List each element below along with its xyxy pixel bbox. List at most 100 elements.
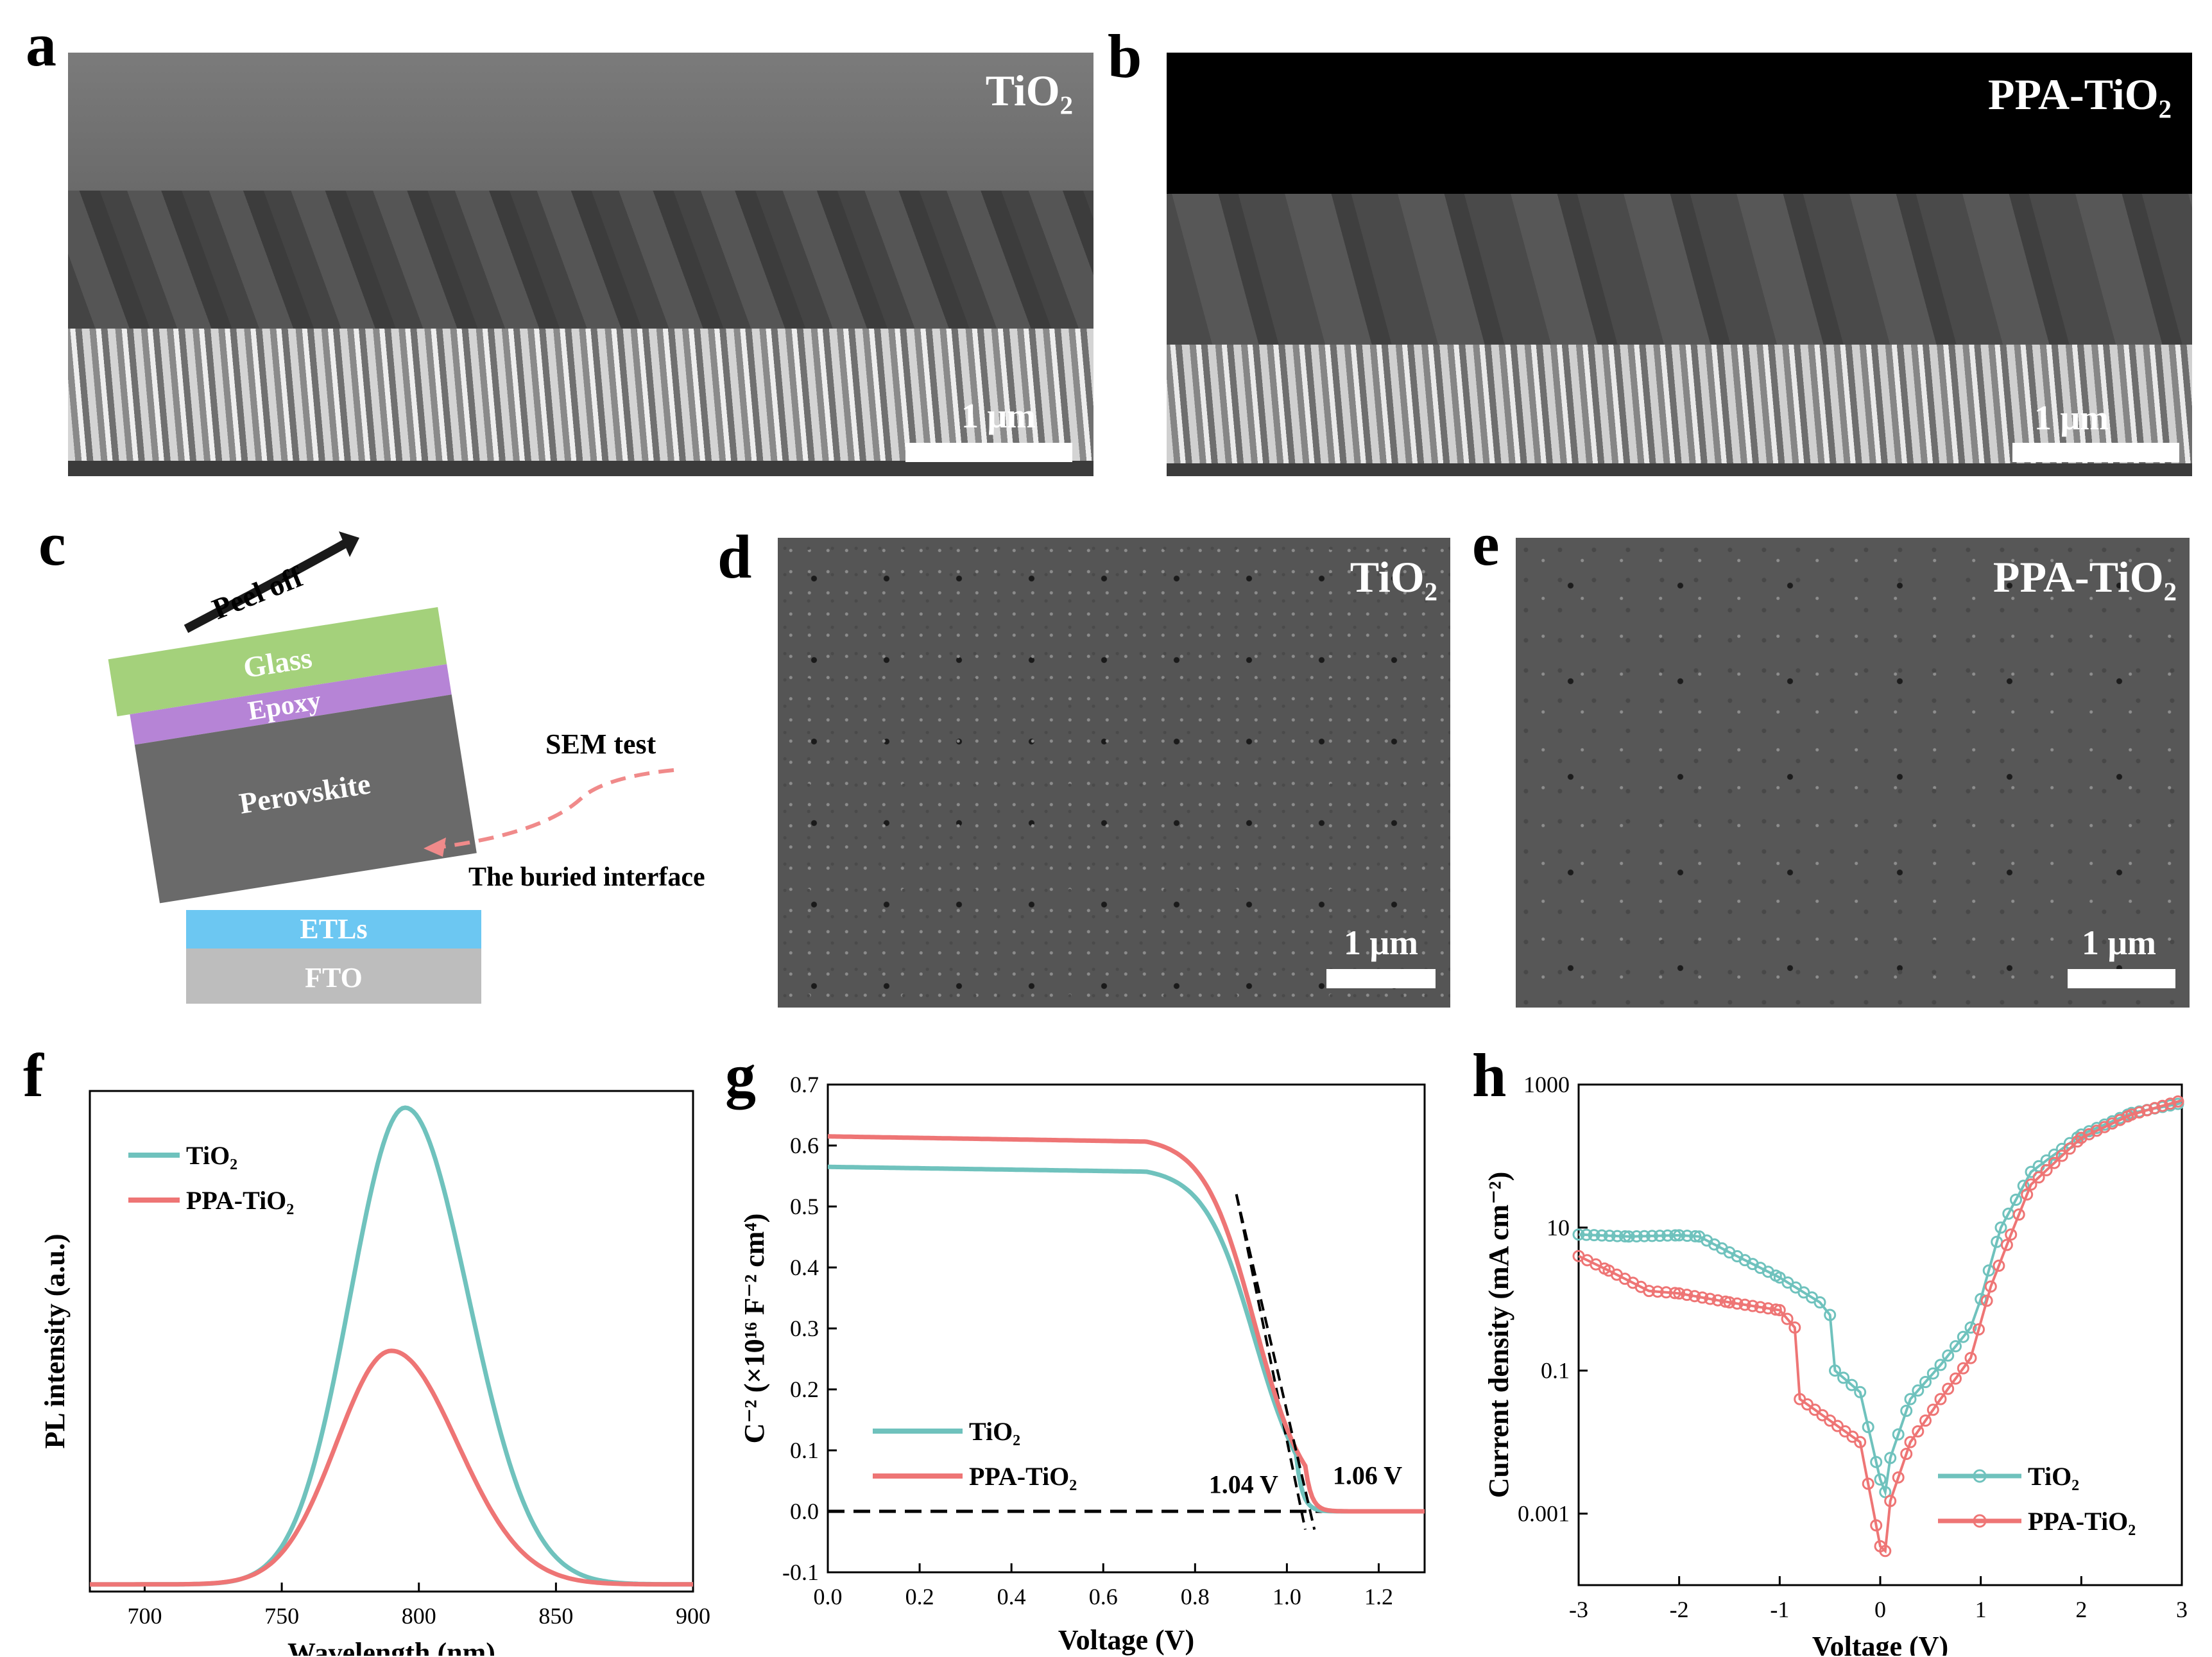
x-tick-label: 0.8 xyxy=(1181,1584,1210,1610)
y-axis-title: PL intensity (a.u.) xyxy=(39,1234,71,1449)
peel-off-label: Peel off xyxy=(207,560,307,626)
data-point-0 xyxy=(1846,1378,1858,1391)
chart-mott-schottky: 0.0 0.2 0.4 0.6 0.8 1.0 1.2-0.10.00.10.20.30.4… xyxy=(739,1072,1426,1656)
x-tick-label: 850 xyxy=(538,1603,573,1629)
data-point-1 xyxy=(2005,1228,2018,1241)
data-point-0 xyxy=(1950,1340,1962,1353)
sem-label: PPA-TiO₂ xyxy=(1993,553,2177,601)
data-point-0 xyxy=(1934,1359,1947,1371)
scale-bar-label: 1 μm xyxy=(2081,923,2157,962)
series-line-0 xyxy=(1578,1101,2182,1497)
x-tick-label: 750 xyxy=(264,1603,299,1629)
data-point-0 xyxy=(2048,1148,2061,1161)
glass-layer xyxy=(108,606,447,717)
data-point-1 xyxy=(2141,1104,2154,1117)
panel-letter-d: d xyxy=(717,522,752,591)
data-point-1 xyxy=(2156,1099,2169,1112)
peel-schematic: Peel off Glass Epoxy Perovskite ETLs FTO… xyxy=(108,531,705,1004)
data-point-1 xyxy=(2012,1208,2025,1221)
data-point-1 xyxy=(2133,1106,2146,1119)
data-point-1 xyxy=(2032,1171,2045,1184)
legend-label: PPA-TiO₂ xyxy=(186,1186,294,1215)
sem-label: TiO₂ xyxy=(985,66,1073,115)
data-point-1 xyxy=(2164,1097,2177,1110)
data-point-0 xyxy=(1964,1321,1977,1334)
data-point-0 xyxy=(1957,1330,1969,1343)
etl-label: ETLs xyxy=(300,913,367,945)
data-point-1 xyxy=(2148,1102,2161,1115)
data-point-1 xyxy=(2040,1163,2053,1176)
data-point-0 xyxy=(1942,1349,1955,1362)
fit-line-0 xyxy=(1235,1194,1307,1530)
legend-label: TiO₂ xyxy=(2028,1462,2079,1491)
y-axis-title: C⁻² (×10¹⁶ F⁻² cm⁴) xyxy=(739,1214,770,1444)
panel-letter-h: h xyxy=(1472,1041,1507,1110)
series-line-0 xyxy=(828,1164,1425,1514)
x-tick-label: 0.6 xyxy=(1089,1584,1118,1610)
scale-bar xyxy=(905,443,1072,462)
y-tick-label: 0.7 xyxy=(790,1072,819,1097)
sem-image-buried-ppa-tio2: PPA-TiO₂ 1 μm xyxy=(1516,538,2190,1008)
plot-frame xyxy=(827,1083,1426,1574)
x-tick-label: 0.0 xyxy=(814,1584,843,1610)
fit-line-1 xyxy=(1235,1194,1316,1530)
data-point-1 xyxy=(1964,1352,1977,1364)
x-tick-label: -2 xyxy=(1670,1597,1689,1622)
chart-dark-iv: -3 -2 -1 0 1 2 3 1000 10 0.1 0.001 Voltage (V) Curre… xyxy=(1483,1072,2188,1656)
data-point-1 xyxy=(1942,1382,1955,1395)
legend-label: PPA-TiO₂ xyxy=(969,1462,1077,1491)
data-point-1 xyxy=(1980,1294,1993,1307)
x-tick-label: 900 xyxy=(676,1603,710,1629)
sem-image-cross-section-ppa-tio2: PPA-TiO₂ 1 μm xyxy=(1167,53,2192,476)
scale-bar-label: 1 μm xyxy=(1343,923,1419,962)
x-tick-label: -3 xyxy=(1569,1597,1588,1622)
data-point-1 xyxy=(1781,1312,1794,1325)
panel-letter-g: g xyxy=(725,1041,756,1110)
data-point-1 xyxy=(1904,1436,1917,1448)
x-tick-label: 0.2 xyxy=(905,1584,934,1610)
data-point-0 xyxy=(1837,1371,1850,1384)
data-point-1 xyxy=(2125,1108,2138,1121)
y-tick-label: 0.0 xyxy=(790,1498,819,1524)
y-tick-label: 1000 xyxy=(1523,1072,1570,1097)
x-tick-label: -1 xyxy=(1770,1597,1789,1622)
epoxy-layer xyxy=(130,664,452,745)
data-point-1 xyxy=(1993,1259,2005,1272)
legend-label: TiO₂ xyxy=(969,1417,1020,1446)
fto-label: FTO xyxy=(305,962,363,993)
data-point-1 xyxy=(2000,1239,2013,1251)
x-tick-label: 1.0 xyxy=(1273,1584,1301,1610)
x-tick-label: 800 xyxy=(402,1603,436,1629)
y-tick-label: 0.6 xyxy=(790,1133,819,1158)
y-axis-title: Current density (mA cm⁻²) xyxy=(1483,1172,1514,1498)
scale-bar xyxy=(2012,443,2179,462)
x-tick-label: 3 xyxy=(2176,1597,2188,1622)
sem-label: PPA-TiO₂ xyxy=(1987,70,2172,119)
y-tick-label: 0.1 xyxy=(1541,1358,1570,1384)
x-tick-label: 2 xyxy=(2075,1597,2087,1622)
x-tick-label: 0 xyxy=(1874,1597,1886,1622)
legend-marker xyxy=(1973,1514,1987,1528)
data-point-1 xyxy=(1950,1372,1962,1385)
y-tick-label: 0.4 xyxy=(790,1255,819,1280)
data-point-1 xyxy=(1984,1280,1997,1293)
data-point-1 xyxy=(1957,1362,1969,1375)
y-tick-label: 0.001 xyxy=(1518,1501,1570,1527)
peel-arrow xyxy=(184,535,356,633)
panel-letter-a: a xyxy=(26,10,56,79)
data-point-1 xyxy=(1900,1448,1913,1460)
sem-test-label: SEM test xyxy=(545,728,656,760)
data-point-0 xyxy=(2010,1194,2022,1206)
series-line-1 xyxy=(828,1134,1425,1514)
panel-letter-b: b xyxy=(1108,22,1142,90)
data-point-1 xyxy=(2055,1149,2068,1162)
data-point-1 xyxy=(2021,1188,2034,1201)
x-axis-title: Voltage (V) xyxy=(1058,1624,1194,1656)
data-point-0 xyxy=(1813,1296,1826,1309)
y-tick-label: 10 xyxy=(1547,1215,1570,1241)
fto-layer xyxy=(186,949,481,1004)
sem-image-cross-section-tio2: TiO₂ 1 μm xyxy=(68,53,1093,476)
data-point-1 xyxy=(2063,1142,2076,1155)
perovskite-layer xyxy=(134,694,477,904)
legend-label: TiO₂ xyxy=(186,1141,237,1170)
